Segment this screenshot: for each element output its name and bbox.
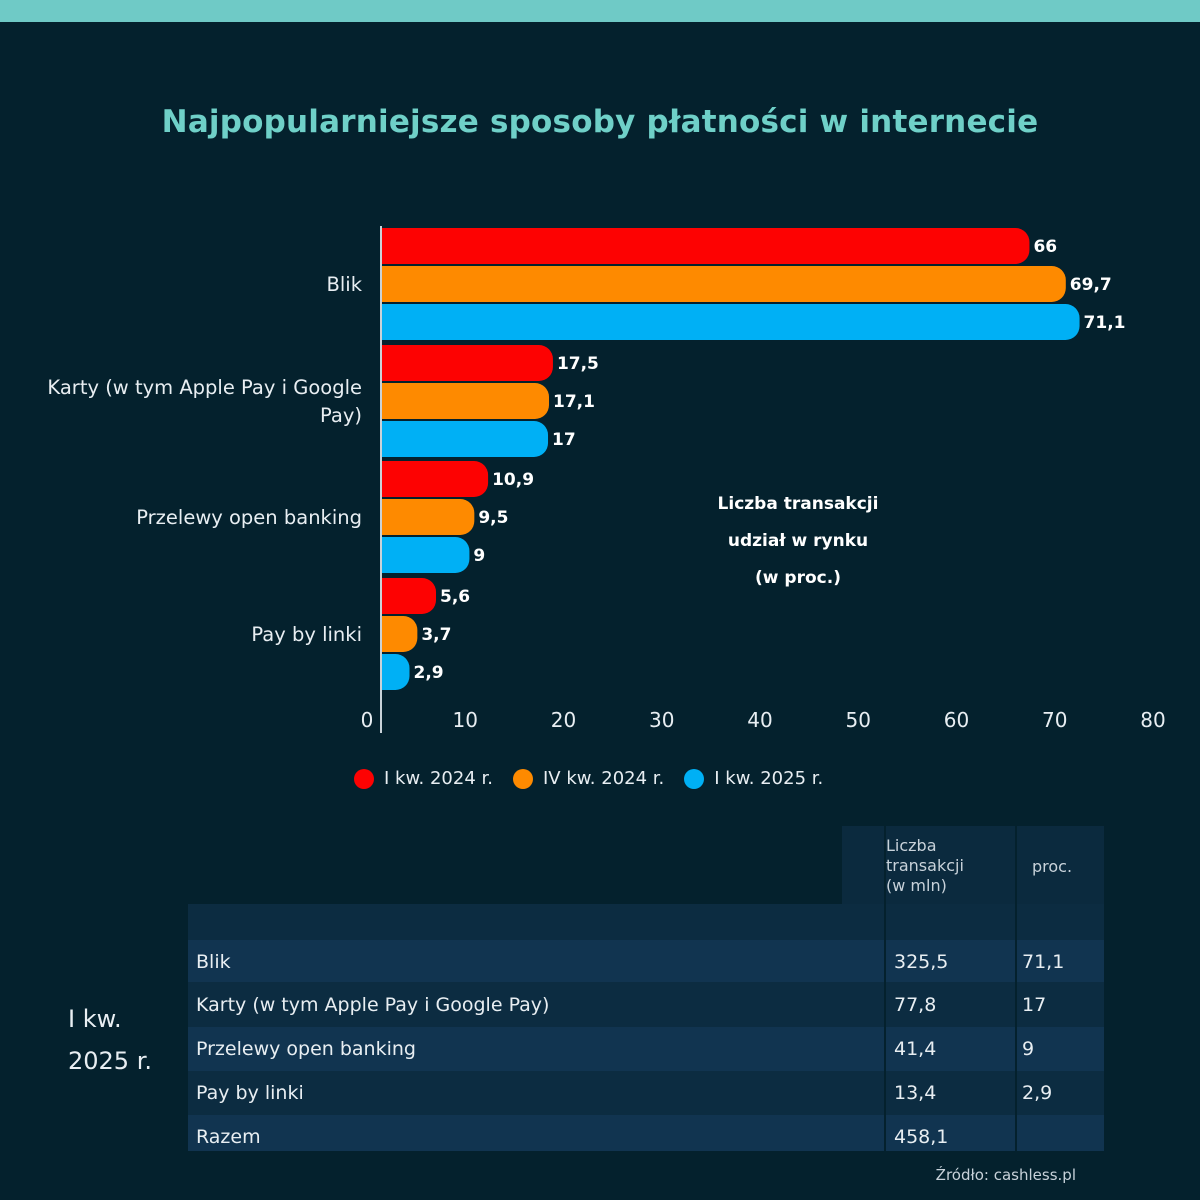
data-label: 10,9 xyxy=(492,470,534,490)
table-header-count: Liczba transakcji (w mln) xyxy=(886,836,964,896)
x-tick-label: 10 xyxy=(453,708,478,732)
table-row-stripe xyxy=(188,1027,1104,1071)
category-label: Karty (w tym Apple Pay i Google xyxy=(47,376,362,399)
chart-title: Najpopularniejsze sposoby płatności w in… xyxy=(161,104,1039,140)
table-row-count: 325,5 xyxy=(894,951,949,973)
annotation-line-1: Liczba transakcji xyxy=(717,494,879,514)
table-row-percent: 9 xyxy=(1022,1038,1035,1060)
category-label: Pay) xyxy=(320,404,362,427)
x-tick-label: 70 xyxy=(1042,708,1067,732)
data-label: 66 xyxy=(1033,237,1057,257)
bar xyxy=(367,266,1066,302)
bar xyxy=(367,304,1080,340)
bar xyxy=(367,421,549,457)
table-row-stripe xyxy=(188,940,1104,982)
category-label: Pay by linki xyxy=(251,623,362,646)
legend-item-q1-2025: I kw. 2025 r. xyxy=(684,768,823,789)
bar xyxy=(367,461,489,497)
chart-legend: I kw. 2024 r. IV kw. 2024 r. I kw. 2025 … xyxy=(354,768,843,789)
axis-mask xyxy=(340,226,381,733)
legend-dot-icon xyxy=(354,768,374,789)
annotation-line-2: udział w rynku xyxy=(727,531,869,551)
x-tick-label: 60 xyxy=(944,708,969,732)
data-label: 5,6 xyxy=(440,587,470,607)
top-strip xyxy=(0,0,1200,22)
bar xyxy=(367,345,553,381)
category-label: Blik xyxy=(326,273,362,296)
table-row-count: 458,1 xyxy=(894,1126,949,1148)
table-column-divider xyxy=(884,826,886,1151)
table-row-name: Pay by linki xyxy=(196,1082,304,1104)
x-tick-label: 50 xyxy=(846,708,871,732)
table-row-percent: 17 xyxy=(1022,994,1047,1016)
table-row-name: Razem xyxy=(196,1126,261,1148)
x-tick-label: 80 xyxy=(1140,708,1165,732)
data-label: 17,1 xyxy=(553,392,595,412)
bar xyxy=(367,499,475,535)
legend-item-q4-2024: IV kw. 2024 r. xyxy=(512,768,665,789)
table-period-label: I kw. 2025 r. xyxy=(68,998,178,1082)
table-row-count: 77,8 xyxy=(894,994,937,1016)
bar xyxy=(367,228,1030,264)
x-tick-label: 30 xyxy=(649,708,674,732)
data-label: 2,9 xyxy=(413,663,443,683)
table-row-name: Karty (w tym Apple Pay i Google Pay) xyxy=(196,994,550,1016)
x-tick-label: 40 xyxy=(747,708,772,732)
legend-label: I kw. 2024 r. xyxy=(384,768,493,789)
legend-dot-icon xyxy=(684,768,705,789)
table-header-percent: proc. xyxy=(1032,857,1073,876)
table-row-percent: 71,1 xyxy=(1022,951,1065,973)
legend-label: IV kw. 2024 r. xyxy=(542,768,665,789)
chart-annotation: Liczba transakcji udział w rynku (w proc… xyxy=(668,486,928,597)
data-label: 17 xyxy=(552,430,576,450)
bar xyxy=(367,578,437,614)
legend-item-q1-2024: I kw. 2024 r. xyxy=(354,768,493,789)
header-line: Liczba xyxy=(886,836,937,855)
bar xyxy=(367,383,550,419)
table-column-divider xyxy=(1015,826,1017,1151)
header-line: transakcji xyxy=(886,856,964,875)
table-row-count: 41,4 xyxy=(894,1038,937,1060)
category-label: Przelewy open banking xyxy=(136,506,362,529)
table-row-count: 13,4 xyxy=(894,1082,937,1104)
table-row-name: Blik xyxy=(196,951,231,973)
period-line: I kw. xyxy=(68,1005,122,1033)
x-tick-label: 0 xyxy=(361,708,374,732)
x-tick-label: 20 xyxy=(551,708,576,732)
data-label: 9 xyxy=(473,546,485,566)
table-row-stripe xyxy=(188,1115,1104,1151)
period-line: 2025 r. xyxy=(68,1047,152,1075)
data-label: 9,5 xyxy=(478,508,508,528)
data-label: 17,5 xyxy=(557,354,599,374)
legend-dot-icon xyxy=(512,768,533,789)
table-row-percent: 2,9 xyxy=(1022,1082,1053,1104)
legend-label: I kw. 2025 r. xyxy=(714,768,824,789)
annotation-line-3: (w proc.) xyxy=(755,568,841,588)
data-label: 3,7 xyxy=(421,625,451,645)
bar xyxy=(367,537,470,573)
data-label: 71,1 xyxy=(1084,313,1126,333)
header-line: (w mln) xyxy=(886,876,947,895)
data-label: 69,7 xyxy=(1070,275,1112,295)
bar-chart: 66 17,5 10,9 5,6 69,7 17,1 9,5 3,7 71,1 17 9 2,9 Bli… xyxy=(47,226,1166,733)
table-row-name: Przelewy open banking xyxy=(196,1038,416,1060)
source-note: Źródło: cashless.pl xyxy=(935,1166,1076,1184)
